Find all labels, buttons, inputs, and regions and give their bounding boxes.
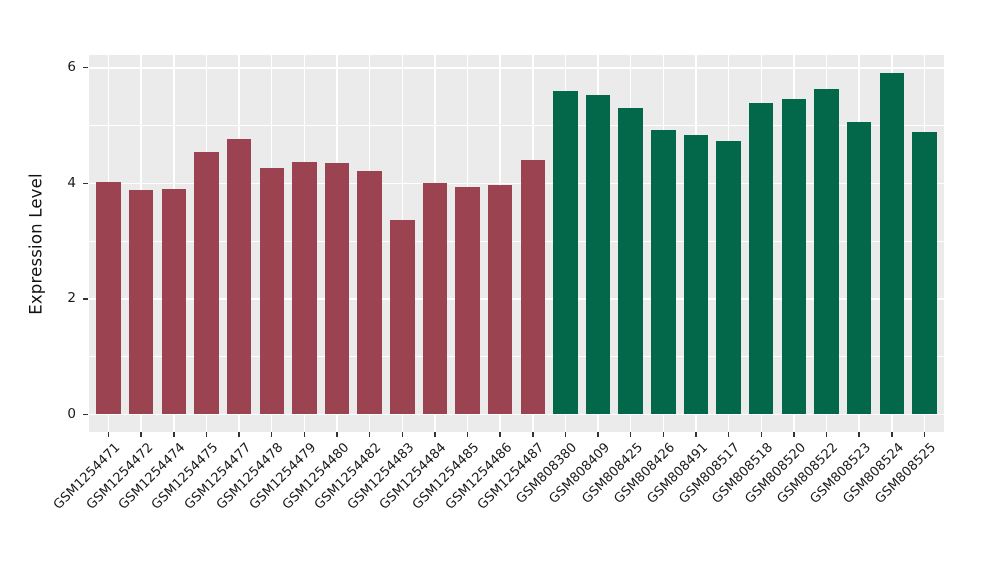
gridline-minor-y <box>89 356 944 358</box>
bar-GSM1254485 <box>455 186 480 415</box>
bar-GSM1254474 <box>161 189 187 415</box>
bar-GSM808409 <box>585 95 611 415</box>
bar-GSM808517 <box>716 141 741 415</box>
bar-GSM1254472 <box>128 190 154 415</box>
gridline-major-y <box>89 67 944 69</box>
x-tick-mark <box>173 432 175 437</box>
gridline-major-y <box>89 182 944 185</box>
plot-panel <box>89 55 944 432</box>
y-tick-label: 4 <box>67 174 76 191</box>
y-tick-mark <box>83 413 88 416</box>
x-tick-mark <box>434 432 436 437</box>
bar-GSM1254483 <box>390 219 415 415</box>
x-tick-mark <box>760 432 762 437</box>
x-tick-mark <box>336 432 338 437</box>
bar-GSM1254475 <box>194 152 219 415</box>
bar-GSM1254487 <box>520 159 546 415</box>
x-tick-mark <box>695 432 697 437</box>
y-tick-label: 0 <box>67 406 76 422</box>
gridline-minor-y <box>89 125 944 126</box>
bar-GSM1254482 <box>357 171 382 415</box>
x-tick-mark <box>205 432 208 437</box>
x-tick-mark <box>499 432 501 437</box>
gridline-major-y <box>89 298 944 300</box>
bar-GSM808525 <box>912 132 937 415</box>
bar-GSM808523 <box>846 122 872 415</box>
x-tick-mark <box>466 432 469 437</box>
y-tick-mark <box>83 66 88 69</box>
y-tick-label: 6 <box>67 59 76 76</box>
bar-GSM808518 <box>749 102 774 415</box>
x-tick-mark <box>532 432 534 437</box>
x-tick-mark <box>303 432 306 437</box>
x-tick-mark <box>597 432 599 437</box>
x-tick-mark <box>825 432 828 437</box>
gridline-major-y <box>89 413 944 416</box>
x-tick-mark <box>107 432 110 437</box>
bar-GSM1254480 <box>324 163 350 415</box>
x-tick-mark <box>727 432 730 437</box>
bar-GSM1254486 <box>487 185 513 415</box>
x-tick-mark <box>662 432 665 437</box>
y-tick-mark <box>83 298 88 300</box>
bar-GSM1254479 <box>292 161 317 415</box>
x-tick-mark <box>368 432 371 437</box>
x-tick-mark <box>401 432 404 437</box>
bar-GSM1254477 <box>226 138 252 415</box>
x-tick-mark <box>858 432 860 437</box>
bar-GSM808491 <box>683 135 709 415</box>
bar-GSM808380 <box>553 90 578 415</box>
x-tick-mark <box>140 432 142 437</box>
x-tick-mark <box>238 432 240 437</box>
bar-GSM1254471 <box>96 181 121 415</box>
y-tick-mark <box>83 182 88 185</box>
bar-GSM808425 <box>618 108 643 415</box>
x-tick-mark <box>270 432 273 437</box>
bar-GSM1254484 <box>422 182 448 415</box>
bar-GSM808522 <box>814 89 839 415</box>
bar-GSM808520 <box>781 98 807 415</box>
bar-GSM808426 <box>651 130 676 415</box>
gridline-minor-y <box>89 240 944 242</box>
x-tick-mark <box>923 432 926 437</box>
bar-GSM808524 <box>879 73 905 415</box>
y-tick-label: 2 <box>67 290 76 307</box>
x-tick-mark <box>564 432 567 437</box>
x-tick-mark <box>891 432 893 437</box>
bar-GSM1254478 <box>259 168 284 415</box>
x-tick-mark <box>629 432 632 437</box>
x-tick-mark <box>793 432 795 437</box>
